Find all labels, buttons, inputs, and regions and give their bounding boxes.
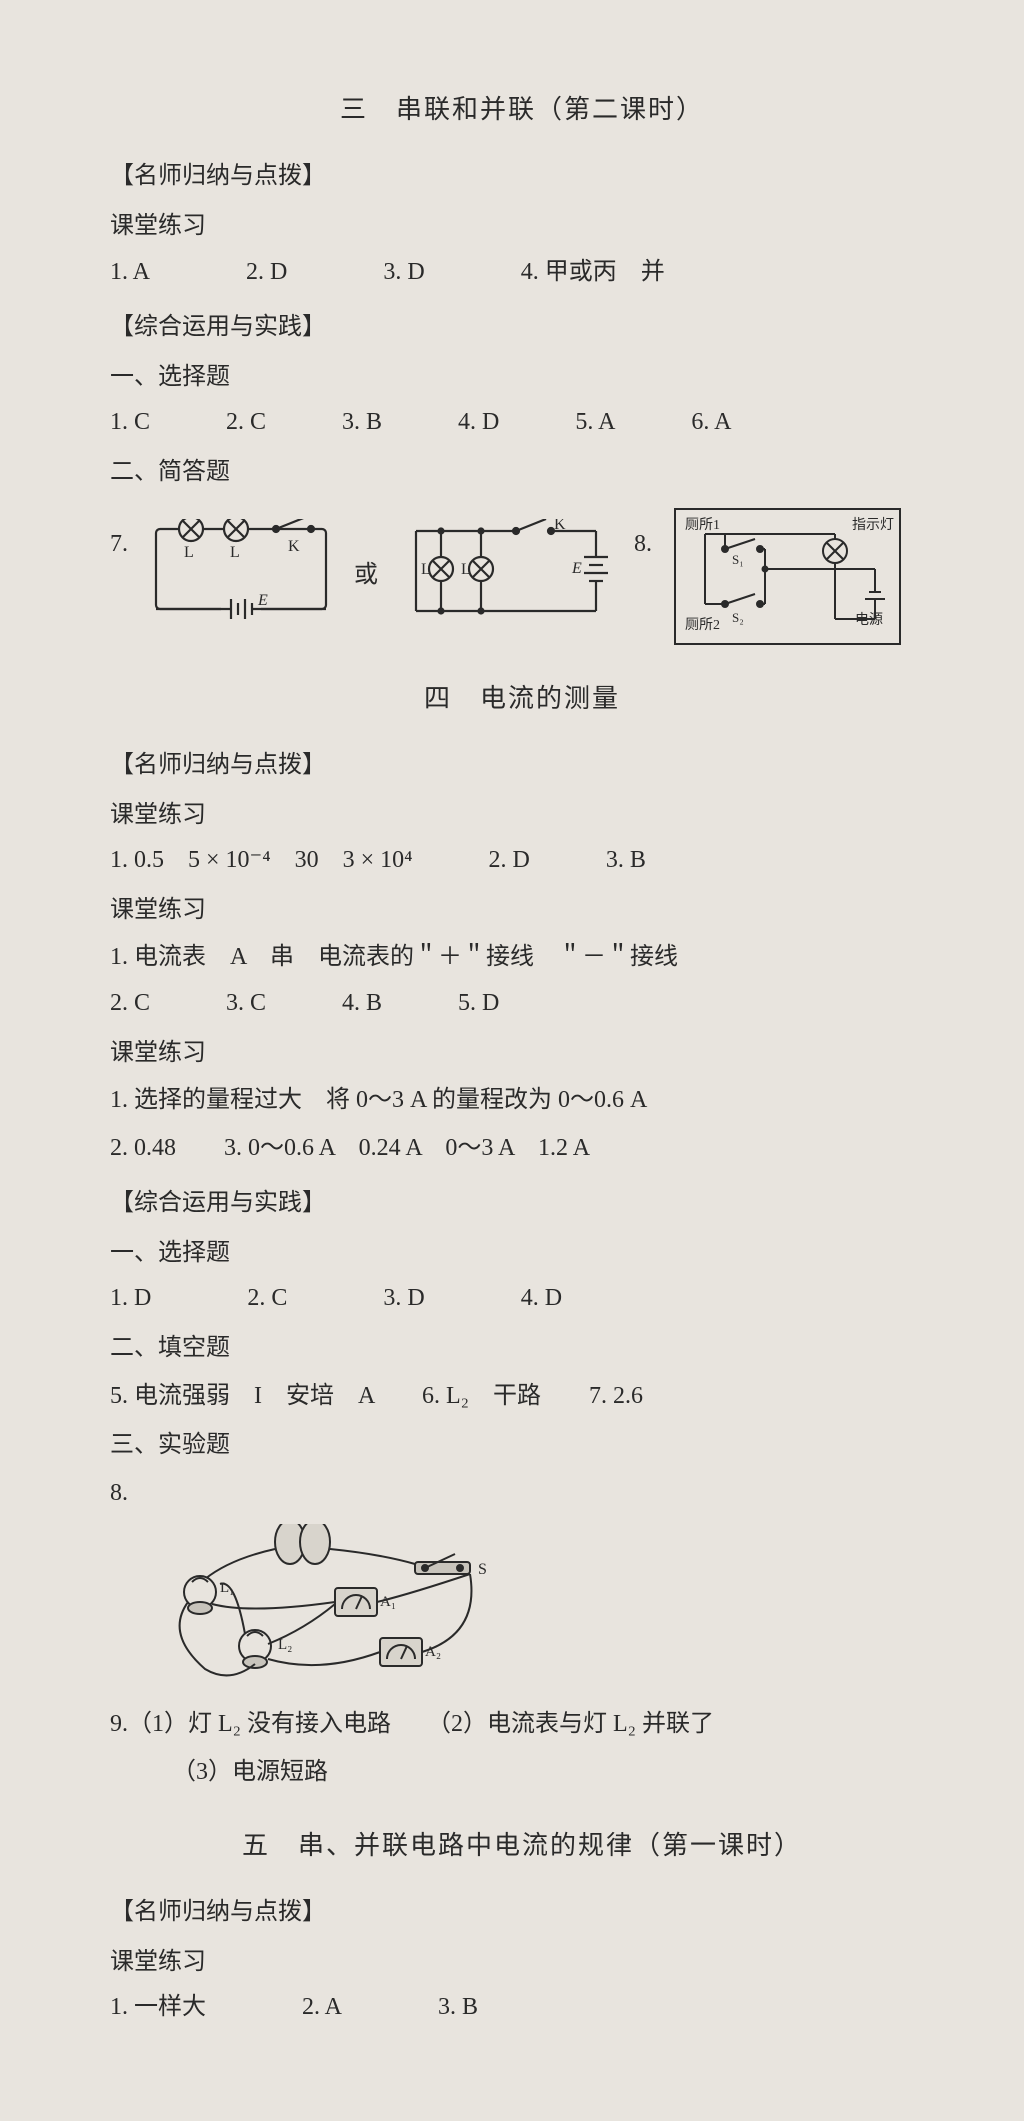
svg-text:L: L <box>184 544 194 561</box>
s4-cp1: 1. 0.5 5 × 10⁻⁴ 30 3 × 10⁴ 2. D 3. B <box>110 838 934 884</box>
svg-text:厕所2: 厕所2 <box>685 617 720 633</box>
svg-text:电源: 电源 <box>855 612 883 628</box>
s3-diagram-row: 7. L L K E 或 <box>110 504 934 649</box>
s4-cp2-q2: 2. C <box>110 981 150 1027</box>
s3-mc-q4: 4. D <box>458 400 499 446</box>
svg-text:L₁: L₁ <box>220 1580 234 1596</box>
s3-mc-q2: 2. C <box>226 400 266 446</box>
teacher-summary-heading-4: 【名师归纳与点拨】 <box>110 743 934 789</box>
mc-heading: 一、选择题 <box>110 355 934 401</box>
s4-mc-q2: 2. C <box>247 1276 287 1322</box>
s3-mc-q5: 5. A <box>575 400 615 446</box>
s4-q9-2: （3）电源短路 <box>172 1750 934 1796</box>
s4-cp1-q3: 3. B <box>606 838 646 884</box>
s4-cp3-q1: 1. 选择的量程过大 将 0～3 A 的量程改为 0～0.6 A <box>110 1078 934 1124</box>
s4-mc-q1: 1. D <box>110 1276 151 1322</box>
s4-cp1-q2: 2. D <box>488 838 529 884</box>
or-label: 或 <box>354 553 378 599</box>
s4-cp2-rest: 2. C 3. C 4. B 5. D <box>110 981 934 1027</box>
s4-fb-q5: 5. 电流强弱 I 安培 A 6. L₂ 干路 7. 2.6 <box>110 1374 934 1420</box>
svg-text:厕所1: 厕所1 <box>685 517 720 533</box>
s5-cp: 1. 一样大 2. A 3. B <box>110 1985 934 2031</box>
s4-cp2-q4: 4. B <box>342 981 382 1027</box>
s4-mc: 1. D 2. C 3. D 4. D <box>110 1276 934 1322</box>
svg-text:L: L <box>421 561 431 578</box>
experiment-heading: 三、实验题 <box>110 1423 934 1469</box>
circuit-diagram-series-icon: L L K E <box>146 519 336 634</box>
svg-text:S₁: S₁ <box>732 552 744 567</box>
mc-heading-4: 一、选择题 <box>110 1231 934 1277</box>
section-title-5: 五 串、并联电路中电流的规律（第一课时） <box>110 1821 934 1870</box>
s4-q9-1: 9.（1）灯 L₂ 没有接入电路 （2）电流表与灯 L₂ 并联了 <box>110 1702 934 1748</box>
teacher-summary-heading: 【名师归纳与点拨】 <box>110 154 934 200</box>
svg-text:L: L <box>461 561 471 578</box>
s4-cp2-q1: 1. 电流表 A 串 电流表的＂＋＂接线 ＂－＂接线 <box>110 935 934 981</box>
s4-cp1-q1: 1. 0.5 5 × 10⁻⁴ 30 3 × 10⁴ <box>110 838 412 884</box>
fill-blank-heading: 二、填空题 <box>110 1326 934 1372</box>
svg-text:S: S <box>478 1561 487 1578</box>
svg-text:A₁: A₁ <box>380 1594 396 1610</box>
section-title-3: 三 串联和并联（第二课时） <box>110 85 934 134</box>
teacher-summary-heading-5: 【名师归纳与点拨】 <box>110 1890 934 1936</box>
s3-mc-q3: 3. B <box>342 400 382 446</box>
classroom-practice-label-4a: 课堂练习 <box>110 793 934 839</box>
s3-mc-q1: 1. C <box>110 400 150 446</box>
comprehensive-heading-4: 【综合运用与实践】 <box>110 1181 934 1227</box>
svg-text:K: K <box>554 519 566 533</box>
svg-text:指示灯: 指示灯 <box>852 517 894 533</box>
svg-text:S₂: S₂ <box>732 610 744 625</box>
s5-cp-q3: 3. B <box>438 1985 478 2031</box>
s3-mc-q6: 6. A <box>691 400 731 446</box>
s3-q8-label: 8. <box>634 522 652 568</box>
classroom-practice-label-4c: 课堂练习 <box>110 1031 934 1077</box>
circuit-diagram-parallel-icon: L L K E <box>396 519 616 634</box>
classroom-practice-label-5: 课堂练习 <box>110 1940 934 1986</box>
svg-text:K: K <box>288 538 300 555</box>
s4-mc-q4: 4. D <box>521 1276 562 1322</box>
s3-cp-q1: 1. A <box>110 250 150 296</box>
s3-cp-q2: 2. D <box>246 250 287 296</box>
s4-cp3-q2: 2. 0.48 3. 0～0.6 A 0.24 A 0～3 A 1.2 A <box>110 1126 934 1172</box>
s4-mc-q3: 3. D <box>383 1276 424 1322</box>
short-answer-heading: 二、简答题 <box>110 450 934 496</box>
section-title-4: 四 电流的测量 <box>110 674 934 723</box>
s3-q7-label: 7. <box>110 522 128 568</box>
classroom-practice-label: 课堂练习 <box>110 204 934 250</box>
s5-cp-q1: 1. 一样大 <box>110 1985 206 2031</box>
s3-cp-q4: 4. 甲或丙 并 <box>521 250 665 296</box>
svg-text:E: E <box>257 592 268 609</box>
svg-text:A₂: A₂ <box>425 1644 441 1660</box>
s3-cp-answers: 1. A 2. D 3. D 4. 甲或丙 并 <box>110 250 934 296</box>
s3-mc-answers: 1. C 2. C 3. B 4. D 5. A 6. A <box>110 400 934 446</box>
s4-cp2-q5: 5. D <box>458 981 499 1027</box>
s4-cp2-q3: 3. C <box>226 981 266 1027</box>
s4-exp-q8: 8. <box>110 1471 934 1517</box>
svg-text:L: L <box>230 544 240 561</box>
experiment-circuit-diagram-icon: L₁ L₂ A₁ A₂ S <box>150 1524 520 1694</box>
comprehensive-heading: 【综合运用与实践】 <box>110 305 934 351</box>
s3-cp-q3: 3. D <box>383 250 424 296</box>
circuit-diagram-toilet-icon: 厕所1 厕所2 S₁ S₂ 指示灯 电源 <box>670 504 905 649</box>
svg-text:L₂: L₂ <box>278 1637 292 1653</box>
classroom-practice-label-4b: 课堂练习 <box>110 888 934 934</box>
s5-cp-q2: 2. A <box>302 1985 342 2031</box>
svg-text:E: E <box>571 560 582 577</box>
